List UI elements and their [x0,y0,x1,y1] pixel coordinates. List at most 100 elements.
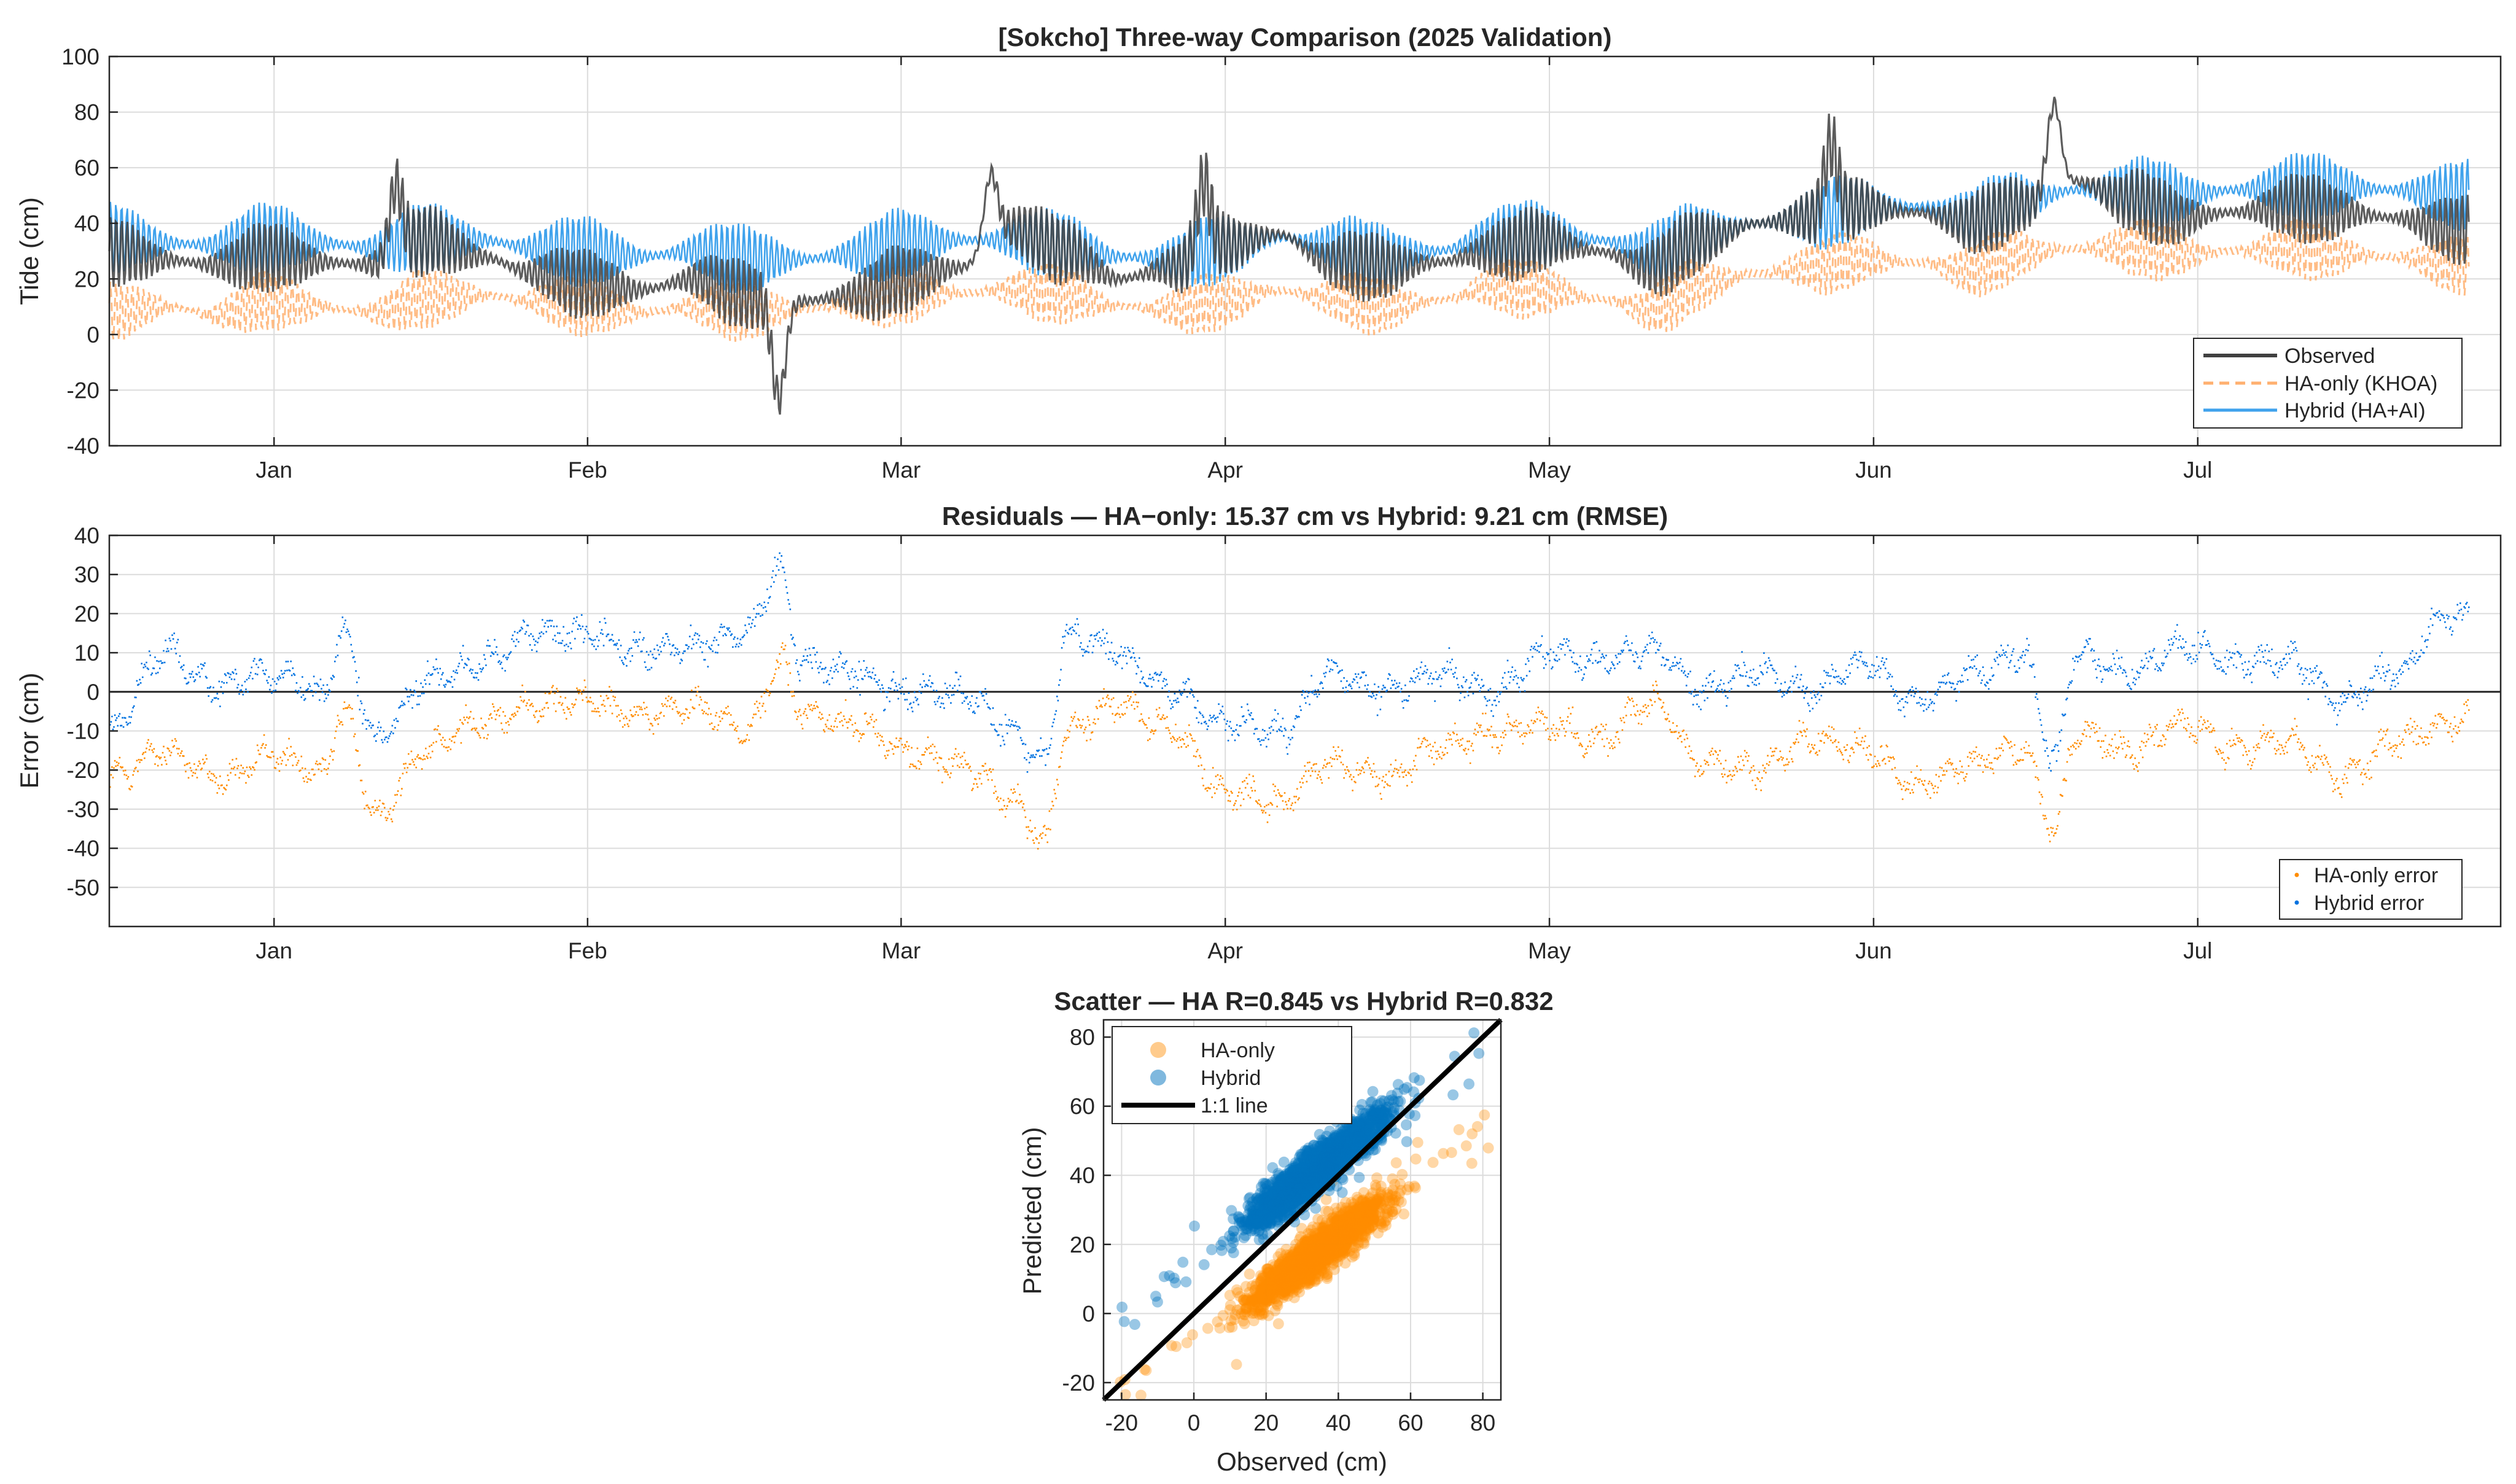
residuals-legend: HA-only error Hybrid error [2279,859,2463,920]
series-scatter-ha-only-point [1330,1233,1341,1245]
series-scatter-ha-only-point [1304,1240,1315,1251]
series-scatter-ha-only-point [1321,1228,1333,1240]
series-scatter-ha-only-point [1291,1252,1303,1264]
series-scatter-ha-only-point [1335,1235,1347,1247]
series-scatter-ha-only-point [1331,1206,1343,1218]
series-scatter-ha-only-point [1229,1309,1241,1321]
series-scatter-ha-only-point [1306,1251,1318,1263]
series-scatter-ha-only-point [1322,1233,1334,1244]
series-scatter-ha-only-point [1237,1294,1249,1306]
series-scatter-ha-only-point [1299,1257,1311,1268]
series-scatter-hybrid-point [1180,1276,1192,1288]
series-scatter-ha-only-point [1282,1266,1293,1278]
series-scatter-ha-only-point [1285,1266,1296,1278]
series-scatter-ha-only-point [1309,1254,1320,1265]
series-scatter-ha-only-point [1277,1278,1289,1289]
series-scatter-ha-only-point [1337,1246,1349,1258]
series-scatter-ha-only-point [1299,1266,1311,1278]
series-scatter-ha-only-point [1338,1229,1350,1241]
series-scatter-ha-only-point [1330,1240,1342,1251]
series-scatter-ha-only-point [1345,1221,1357,1232]
series-scatter-ha-only-point [1383,1189,1394,1200]
series-scatter-ha-only-point [1344,1233,1355,1245]
series-scatter-ha-only-point [1294,1278,1306,1290]
series-scatter-ha-only-point [1287,1268,1299,1279]
series-scatter-ha-only-point [1362,1208,1374,1220]
series-scatter-ha-only-point [1282,1252,1294,1264]
series-scatter-ha-only-point [1279,1268,1290,1280]
series-scatter-ha-only-point [1291,1271,1303,1283]
series-scatter-ha-only-point [1446,1147,1457,1159]
legend-ha-only-label: HA-only (KHOA) [2284,372,2437,395]
series-scatter-ha-only-point [1269,1281,1281,1293]
series-scatter-ha-only-point [1282,1253,1293,1265]
series-scatter-hybrid-point [1342,1131,1353,1142]
series-scatter-ha-only-point [1315,1264,1327,1276]
series-scatter-ha-only-point [1309,1265,1320,1276]
series-scatter-ha-only-point [1322,1248,1333,1259]
series-scatter-ha-only-point [1374,1195,1385,1207]
series-scatter-ha-only-point [1258,1283,1270,1295]
series-scatter-ha-only-point [1318,1246,1330,1257]
series-scatter-ha-only-point [1286,1259,1298,1270]
series-scatter-ha-only-point [1296,1257,1308,1269]
series-scatter-hybrid-point [1369,1103,1381,1115]
series-scatter-ha-only-point [1312,1241,1324,1253]
series-scatter-ha-only-point [1267,1289,1279,1300]
series-scatter-ha-only-point [1320,1224,1332,1236]
series-scatter-ha-only-point [1304,1243,1316,1255]
series-scatter-hybrid-point [1378,1113,1390,1125]
series-scatter-ha-only-point [1299,1270,1311,1282]
series-scatter-ha-only-point [1317,1243,1328,1255]
series-scatter-hybrid-point [1401,1119,1412,1130]
series-scatter-ha-only-point [1287,1273,1298,1284]
series-scatter-ha-only-point [1298,1261,1309,1273]
series-scatter-ha-only-point [1304,1275,1315,1287]
series-scatter-hybrid-point [1468,1027,1480,1039]
series-scatter-ha-only-point [1303,1253,1315,1264]
series-scatter-ha-only-point [1334,1238,1346,1250]
series-scatter-ha-only-point [1382,1187,1393,1198]
series-scatter-ha-only-point [1317,1249,1328,1261]
series-scatter-hybrid-point [1299,1170,1311,1181]
series-scatter-ha-only-point [1377,1221,1388,1233]
series-scatter-ha-only-point [1348,1230,1360,1241]
series-scatter-ha-only-point [1267,1268,1279,1280]
series-scatter-ha-only-point [1355,1196,1366,1208]
series-scatter-ha-only-point [1290,1281,1301,1293]
series-scatter-ha-only-point [1357,1221,1368,1233]
series-scatter-ha-only-point [1312,1254,1324,1265]
series-scatter-ha-only-point [1240,1302,1252,1314]
series-scatter-ha-only-point [1285,1261,1296,1273]
series-scatter-ha-only-point [1309,1240,1321,1251]
series-scatter-ha-only-point [1314,1249,1326,1261]
series-scatter-ha-only-point [1357,1214,1369,1226]
series-scatter-ha-only-point [1320,1245,1332,1257]
timeseries-title: [Sokcho] Three-way Comparison (2025 Vali… [999,23,1612,52]
series-scatter-ha-only-point [1348,1219,1360,1231]
series-scatter-ha-only-point [1358,1201,1369,1213]
series-scatter-ha-only-point [1232,1287,1244,1299]
series-scatter-ha-only-point [1279,1289,1290,1300]
series-scatter-ha-only-point [1342,1228,1354,1239]
series-scatter-ha-only-point [1293,1269,1304,1281]
series-scatter-ha-only-point [1306,1253,1317,1264]
series-scatter-ha-only-point [1330,1240,1342,1252]
series-scatter-ha-only-point [1258,1307,1270,1319]
series-scatter-ha-only-point [1336,1238,1348,1249]
series-scatter-hybrid-point [1414,1074,1425,1086]
series-scatter-ha-only-point [1367,1210,1379,1221]
series-scatter-ha-only-point [1315,1260,1326,1272]
series-scatter-ha-only-point [1344,1210,1356,1221]
series-scatter-ha-only-point [1344,1221,1356,1232]
series-scatter-ha-only-point [1281,1272,1293,1284]
series-scatter-ha-only-point [1328,1257,1339,1269]
series-scatter-ha-only-point [1353,1202,1365,1213]
series-scatter-ha-only-point [1293,1253,1304,1264]
series-scatter-ha-only-point [1350,1208,1362,1220]
series-scatter-ha-only-point [1249,1284,1261,1296]
series-scatter-ha-only-point [1307,1235,1319,1246]
series-scatter-ha-only-point [1323,1206,1334,1217]
series-scatter-ha-only-point [1309,1255,1321,1267]
series-scatter-hybrid-point [1353,1171,1365,1183]
